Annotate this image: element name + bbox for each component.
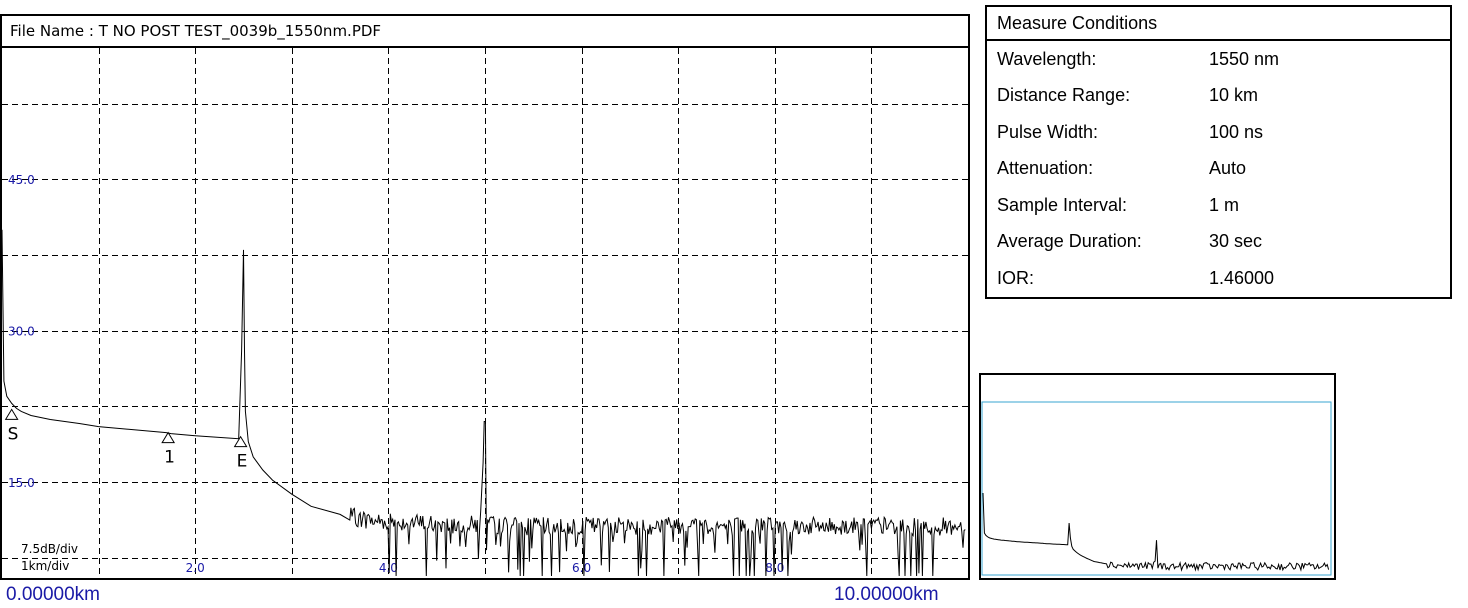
otdr-trace-chart: 15.0 30.0 45.0 2.0 4.0 6.0 8.0 S 1 E 7.5dB/div 1… <box>2 48 968 578</box>
event-label: 1 <box>164 448 175 468</box>
condition-row-wavelength: Wavelength: 1550 nm <box>987 41 1450 78</box>
condition-label: Sample Interval: <box>997 194 1128 215</box>
condition-row-distance-range: Distance Range: 10 km <box>987 78 1450 115</box>
condition-value: Auto <box>1209 158 1247 179</box>
overview-thumbnail[interactable] <box>979 373 1336 580</box>
y-tick-label: 15.0 <box>8 476 35 490</box>
trace-series-line <box>2 229 966 577</box>
measure-conditions-title: Measure Conditions <box>987 7 1450 41</box>
condition-row-average-duration: Average Duration: 30 sec <box>987 224 1450 261</box>
file-name-title: File Name : T NO POST TEST_0039b_1550nm.… <box>2 16 968 48</box>
condition-label: Distance Range: <box>997 85 1131 106</box>
condition-label: Attenuation: <box>997 158 1094 179</box>
event-marker <box>4 408 19 420</box>
condition-label: Wavelength: <box>997 48 1097 69</box>
condition-label: Pulse Width: <box>997 121 1099 142</box>
x-tick-label: 4.0 <box>379 561 398 575</box>
y-tick-label: 45.0 <box>8 173 35 187</box>
condition-row-ior: IOR: 1.46000 <box>987 260 1450 297</box>
range-start-label: 0.00000km <box>6 584 101 605</box>
trace-plot-frame: File Name : T NO POST TEST_0039b_1550nm.… <box>0 14 970 580</box>
condition-row-pulse-width: Pulse Width: 100 ns <box>987 114 1450 151</box>
tick-labels: 15.0 30.0 45.0 2.0 4.0 6.0 8.0 <box>8 173 784 575</box>
overview-trace-chart[interactable] <box>981 375 1334 578</box>
condition-value: 1 m <box>1209 194 1240 215</box>
condition-value: 30 sec <box>1209 231 1263 252</box>
vertical-scale-label: 7.5dB/div <box>21 542 78 556</box>
x-tick-label: 6.0 <box>572 561 591 575</box>
range-end-label: 10.00000km <box>834 584 939 605</box>
overview-trace-line <box>982 492 1330 572</box>
event-marker <box>233 435 248 448</box>
x-tick-label: 8.0 <box>765 561 784 575</box>
event-label: E <box>237 452 248 472</box>
condition-row-sample-interval: Sample Interval: 1 m <box>987 187 1450 224</box>
event-label: S <box>8 424 19 444</box>
measure-conditions-panel: Measure Conditions Wavelength: 1550 nm D… <box>985 5 1452 299</box>
condition-label: Average Duration: <box>997 231 1142 252</box>
horizontal-scale-label: 1km/div <box>21 559 69 573</box>
overview-view-window[interactable] <box>981 401 1332 576</box>
condition-value: 100 ns <box>1209 121 1264 142</box>
x-tick-label: 2.0 <box>186 561 205 575</box>
event-markers: S 1 E <box>4 408 248 472</box>
condition-value: 1.46000 <box>1209 267 1275 288</box>
grid-lines <box>2 48 968 578</box>
condition-row-attenuation: Attenuation: Auto <box>987 151 1450 188</box>
y-tick-label: 30.0 <box>8 325 35 339</box>
condition-value: 10 km <box>1209 85 1259 106</box>
condition-value: 1550 nm <box>1209 48 1280 69</box>
event-marker <box>161 431 176 444</box>
condition-label: IOR: <box>997 267 1035 288</box>
